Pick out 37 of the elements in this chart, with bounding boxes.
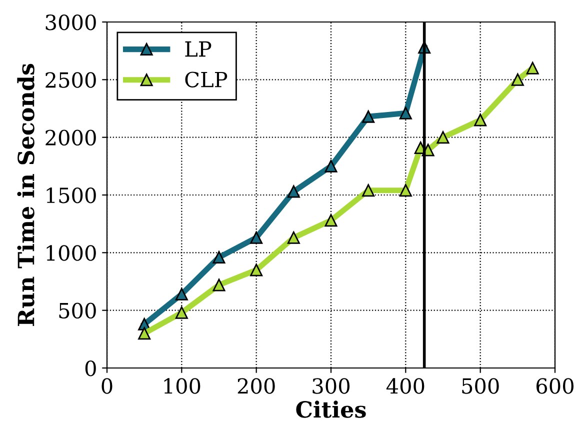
y-tick-label: 1500	[46, 187, 96, 204]
point	[287, 231, 300, 244]
point	[362, 110, 375, 123]
point	[474, 114, 487, 126]
y-tick-label: 0	[85, 360, 96, 376]
point	[212, 251, 226, 264]
y-tick-label: 2500	[46, 72, 96, 88]
legend-label: LP	[185, 41, 212, 57]
point	[175, 306, 188, 319]
point	[526, 62, 539, 74]
y-tick-label: 500	[59, 302, 96, 319]
x-tick-label: 100	[164, 378, 200, 394]
point	[511, 73, 524, 86]
x-axis-title: Cities	[296, 400, 366, 418]
x-tick-label: 300	[312, 378, 350, 394]
x-tick-label: 200	[238, 378, 275, 394]
point	[324, 160, 338, 172]
point	[287, 185, 300, 198]
y-tick-label: 2000	[46, 130, 96, 146]
point	[250, 231, 263, 244]
point	[175, 288, 188, 300]
x-tick-label: 0	[102, 378, 112, 394]
point	[324, 214, 338, 227]
legend-label: CLP	[185, 72, 228, 88]
y-tick-label: 1000	[46, 245, 96, 261]
x-tick-label: 600	[536, 378, 574, 394]
x-tick-label: 500	[462, 378, 499, 394]
y-axis-title: Run Time in Seconds	[17, 64, 34, 326]
point	[436, 131, 450, 144]
x-tick-label: 400	[386, 378, 424, 394]
point	[212, 278, 226, 292]
point	[250, 264, 263, 276]
point	[362, 184, 375, 197]
point	[138, 327, 151, 340]
point	[399, 106, 412, 120]
y-tick-label: 3000	[46, 14, 96, 30]
point	[399, 184, 412, 197]
